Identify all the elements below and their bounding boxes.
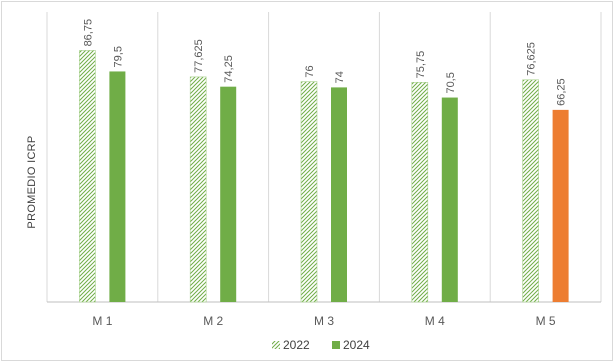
x-tick-label: M 3	[314, 314, 334, 328]
bar-2022-m2	[189, 76, 207, 303]
data-label-2024-m2: 74,25	[223, 55, 235, 83]
x-tick-label: M 1	[92, 314, 112, 328]
y-axis-title: PROMEDIO ICRP	[26, 135, 38, 228]
data-label-2024-m4: 70,5	[445, 72, 457, 93]
bar-2024-m4	[441, 97, 458, 302]
legend-label-2024: 2024	[343, 338, 370, 352]
data-label-2024-m1: 79,5	[112, 46, 124, 67]
bar-2022-m1	[79, 50, 96, 303]
data-label-2024-m3: 74	[334, 71, 346, 83]
x-tick-label: M 4	[425, 314, 445, 328]
legend: 2022 2024	[272, 338, 370, 352]
data-label-2022-m3: 76	[304, 65, 316, 77]
data-label-2024-m5: 66,25	[556, 78, 568, 106]
bar-2022-m3	[300, 81, 318, 303]
legend-swatch-2024	[332, 341, 340, 349]
bar-2024-m5	[552, 109, 569, 302]
bar-2024-m2	[220, 86, 237, 302]
x-tick-label: M 2	[203, 314, 223, 328]
data-label-2022-m2: 77,625	[193, 39, 205, 73]
x-tick-label: M 5	[536, 314, 556, 328]
bar-2024-m1	[109, 71, 126, 302]
data-label-2022-m4: 75,75	[415, 51, 427, 79]
data-label-2022-m1: 86,75	[82, 19, 94, 47]
legend-swatch-2022	[272, 341, 280, 349]
legend-label-2022: 2022	[283, 338, 310, 352]
bar-2022-m4	[411, 82, 429, 303]
bar-2022-m5	[522, 79, 539, 303]
data-label-2022-m5: 76,625	[526, 42, 538, 76]
bar-2024-m3	[331, 87, 347, 303]
